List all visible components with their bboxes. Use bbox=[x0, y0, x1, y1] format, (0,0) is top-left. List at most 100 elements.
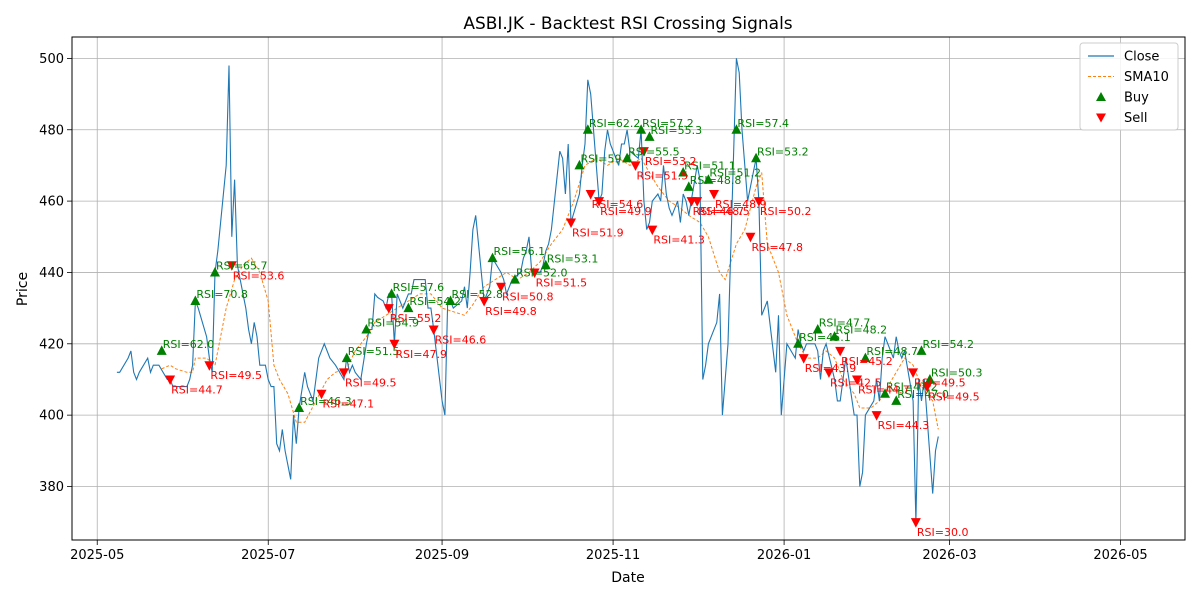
buy-marker bbox=[924, 373, 935, 384]
buy-rsi-label: RSI=54.2 bbox=[922, 338, 974, 351]
sell-rsi-label: RSI=41.3 bbox=[653, 234, 705, 247]
sell-marker bbox=[709, 189, 720, 200]
sell-rsi-label: RSI=48.5 bbox=[698, 205, 750, 218]
buy-rsi-label: RSI=47.2 bbox=[886, 381, 938, 394]
sell-rsi-label: RSI=53.2 bbox=[645, 155, 697, 168]
buy-rsi-label: RSI=45.1 bbox=[799, 331, 851, 344]
buy-marker bbox=[636, 124, 647, 134]
sell-marker bbox=[922, 382, 933, 393]
chart-title: ASBI.JK - Backtest RSI Crossing Signals bbox=[463, 14, 792, 34]
sell-rsi-label: RSI=44.7 bbox=[858, 383, 910, 396]
sell-marker bbox=[910, 518, 921, 528]
sell-rsi-label: RSI=53.6 bbox=[233, 269, 285, 282]
x-tick-label: 2025-11 bbox=[586, 548, 640, 563]
sell-marker bbox=[566, 218, 577, 229]
sell-marker bbox=[647, 225, 658, 236]
sell-rsi-label: RSI=51.5 bbox=[637, 169, 689, 182]
sell-marker bbox=[389, 339, 400, 350]
sell-rsi-label: RSI=46.6 bbox=[435, 334, 487, 347]
buy-marker bbox=[916, 345, 927, 355]
plot-frame bbox=[71, 36, 1186, 541]
x-tick-label: 2026-03 bbox=[922, 548, 976, 563]
sell-rsi-label: RSI=47.9 bbox=[395, 348, 447, 361]
sell-rsi-label: RSI=51.5 bbox=[536, 276, 588, 289]
x-tick-label: 2026-01 bbox=[757, 548, 811, 563]
buy-rsi-label: RSI=57.4 bbox=[737, 117, 789, 130]
sell-rsi-label: RSI=44.3 bbox=[878, 419, 930, 432]
buy-marker bbox=[445, 295, 456, 305]
buy-rsi-label: RSI=59.4 bbox=[580, 152, 632, 165]
legend-label: Close bbox=[1124, 50, 1159, 65]
sell-marker bbox=[585, 189, 596, 200]
buy-marker bbox=[891, 395, 902, 405]
buy-marker bbox=[678, 167, 689, 177]
x-tick-label: 2025-07 bbox=[241, 548, 295, 563]
x-axis-ticks: 2025-05 2025-07 2025-09 2025-11 2026-01 2026-… bbox=[70, 540, 1148, 563]
sell-marker bbox=[692, 197, 703, 207]
buy-marker bbox=[644, 131, 655, 141]
sell-rsi-label: RSI=49.9 bbox=[600, 205, 652, 218]
sell-rsi-label: RSI=47.1 bbox=[323, 398, 375, 411]
legend-label: Buy bbox=[1124, 91, 1149, 106]
plot-background bbox=[72, 37, 1185, 540]
buy-rsi-label: RSI=48.7 bbox=[866, 345, 918, 358]
buy-marker bbox=[574, 159, 585, 170]
buy-rsi-label: RSI=70.8 bbox=[196, 288, 248, 301]
buy-rsi-label: RSI=53.2 bbox=[757, 145, 809, 158]
close-line bbox=[116, 58, 939, 523]
buy-marker bbox=[880, 388, 891, 398]
buy-rsi-label: RSI=65.7 bbox=[216, 259, 268, 272]
buy-rsi-label: RSI=46.3 bbox=[300, 395, 352, 408]
sell-rsi-label: RSI=42.5 bbox=[830, 376, 882, 389]
signal-markers bbox=[156, 124, 935, 528]
y-tick-label: 440 bbox=[39, 266, 64, 281]
buy-rsi-label: RSI=48.2 bbox=[836, 324, 888, 337]
buy-rsi-label: RSI=57.2 bbox=[642, 117, 694, 130]
legend-buy-swatch bbox=[1096, 92, 1106, 101]
y-tick-label: 400 bbox=[39, 409, 64, 424]
buy-rsi-label: RSI=53.1 bbox=[547, 252, 599, 265]
sell-rsi-label: RSI=46.7 bbox=[693, 205, 745, 218]
sell-marker bbox=[383, 304, 394, 314]
legend: Close SMA10 Buy Sell bbox=[1079, 42, 1179, 131]
buy-marker bbox=[403, 302, 414, 313]
sell-marker bbox=[594, 197, 605, 207]
sell-rsi-label: RSI=44.7 bbox=[171, 383, 223, 396]
buy-marker bbox=[622, 152, 633, 163]
sell-marker bbox=[871, 411, 882, 421]
sell-marker bbox=[823, 368, 834, 378]
buy-rsi-label: RSI=51.1 bbox=[684, 160, 736, 173]
sell-rsi-label: RSI=49.5 bbox=[345, 376, 397, 389]
buy-rsi-label: RSI=57.6 bbox=[393, 281, 445, 294]
buy-rsi-label: RSI=51.5 bbox=[348, 345, 400, 358]
sell-marker bbox=[835, 346, 846, 357]
sell-marker bbox=[226, 261, 237, 271]
sell-rsi-label: RSI=49.5 bbox=[914, 376, 966, 389]
buy-marker bbox=[294, 402, 305, 413]
sell-marker bbox=[479, 296, 490, 307]
x-tick-label: 2025-09 bbox=[415, 548, 469, 563]
buy-rsi-label: RSI=47.0 bbox=[897, 388, 949, 401]
x-tick-label: 2026-05 bbox=[1093, 548, 1147, 563]
sell-marker bbox=[753, 197, 764, 207]
buy-rsi-label: RSI=56.1 bbox=[494, 245, 546, 258]
buy-marker bbox=[190, 295, 201, 305]
buy-marker bbox=[341, 352, 352, 363]
buy-marker bbox=[751, 152, 762, 163]
sell-marker bbox=[495, 282, 506, 293]
sell-marker bbox=[798, 354, 809, 364]
buy-marker bbox=[509, 274, 520, 284]
buy-rsi-label: RSI=48.8 bbox=[690, 174, 742, 187]
sell-rsi-label: RSI=49.8 bbox=[485, 305, 537, 318]
sell-rsi-label: RSI=30.0 bbox=[917, 526, 969, 539]
buy-rsi-label: RSI=62.0 bbox=[163, 338, 215, 351]
sell-marker bbox=[908, 368, 919, 378]
buy-marker bbox=[683, 181, 694, 191]
sell-marker bbox=[630, 161, 641, 171]
y-tick-label: 500 bbox=[39, 52, 64, 67]
legend-sell-swatch bbox=[1096, 113, 1106, 123]
buy-marker bbox=[731, 124, 742, 134]
y-tick-label: 480 bbox=[39, 123, 64, 138]
sell-marker bbox=[316, 389, 327, 400]
buy-marker bbox=[386, 288, 397, 298]
